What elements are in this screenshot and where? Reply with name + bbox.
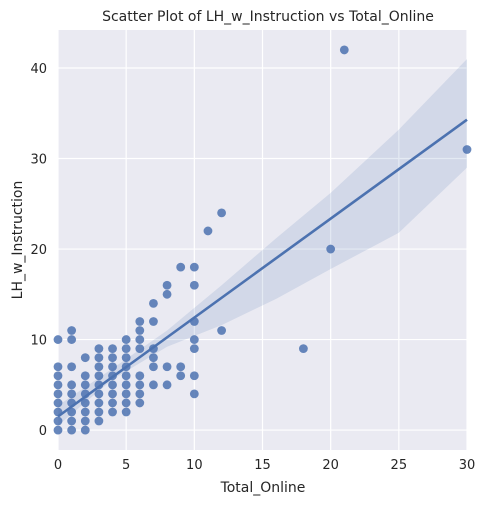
data-point [189, 262, 199, 272]
y-tick-label: 0 [39, 424, 47, 439]
data-point [94, 362, 104, 372]
data-point [80, 353, 90, 363]
data-point [53, 389, 63, 399]
data-point [108, 398, 117, 408]
data-point [108, 344, 117, 354]
data-point [108, 362, 117, 372]
data-point [94, 389, 104, 399]
data-point [135, 389, 145, 399]
data-point [149, 353, 158, 363]
data-point [299, 344, 308, 354]
data-point [135, 344, 145, 354]
data-point [189, 280, 199, 290]
data-point [135, 398, 145, 408]
x-tick-label: 0 [54, 458, 62, 473]
data-points [53, 45, 472, 435]
data-point [121, 407, 131, 417]
x-axis-label: Total_Online [220, 480, 306, 496]
data-point [67, 425, 77, 435]
data-point [462, 145, 472, 154]
data-point [326, 244, 336, 254]
y-tick-label: 10 [30, 334, 47, 349]
data-point [53, 335, 63, 344]
y-axis-label: LH_w_Instruction [10, 181, 26, 300]
x-tick-label: 5 [122, 458, 130, 473]
data-point [67, 326, 77, 335]
chart-title: Scatter Plot of LH_w_Instruction vs Tota… [102, 9, 434, 25]
data-point [80, 380, 90, 390]
data-point [80, 416, 90, 426]
y-tick-label: 20 [30, 243, 47, 258]
data-point [67, 416, 77, 426]
data-point [339, 45, 349, 55]
data-point [189, 335, 199, 344]
data-point [80, 371, 90, 381]
data-point [80, 425, 90, 435]
data-point [189, 389, 199, 399]
data-point [176, 262, 186, 272]
data-point [108, 389, 117, 399]
data-point [162, 380, 172, 390]
x-tick-label: 25 [391, 458, 408, 473]
data-point [135, 380, 145, 390]
data-point [135, 371, 145, 381]
data-point [121, 389, 131, 399]
data-point [53, 416, 63, 426]
data-point [53, 362, 63, 372]
data-point [94, 398, 104, 408]
data-point [94, 407, 104, 417]
x-tick-label: 20 [322, 458, 339, 473]
data-point [121, 335, 131, 344]
data-point [121, 380, 131, 390]
data-point [67, 389, 77, 399]
data-point [135, 335, 145, 344]
data-point [121, 371, 131, 381]
data-point [121, 398, 131, 408]
data-point [162, 280, 172, 290]
data-point [149, 298, 158, 308]
data-point [203, 226, 213, 236]
data-point [94, 353, 104, 363]
data-point [149, 380, 158, 390]
data-point [53, 398, 63, 408]
data-point [189, 371, 199, 381]
data-point [108, 353, 117, 363]
data-point [162, 289, 172, 299]
data-point [176, 371, 186, 381]
regression-line [57, 118, 468, 418]
data-point [80, 398, 90, 408]
data-point [80, 407, 90, 417]
y-tick-label: 40 [30, 62, 47, 77]
data-point [53, 425, 63, 435]
data-point [67, 335, 77, 344]
data-point [162, 362, 172, 372]
data-point [121, 344, 131, 354]
data-point [53, 371, 63, 381]
x-tick-label: 10 [186, 458, 203, 473]
data-point [189, 344, 199, 354]
data-point [108, 407, 117, 417]
data-point [94, 371, 104, 381]
data-point [135, 326, 145, 335]
y-tick-label: 30 [30, 153, 47, 168]
data-point [121, 353, 131, 363]
data-point [53, 380, 63, 390]
data-point [135, 317, 145, 326]
data-point [67, 362, 77, 372]
data-point [67, 380, 77, 390]
data-point [217, 326, 227, 335]
data-point [149, 362, 158, 372]
data-point [149, 317, 158, 326]
x-tick-label: 30 [459, 458, 476, 473]
data-point [176, 362, 186, 372]
x-tick-label: 15 [254, 458, 271, 473]
data-point [108, 380, 117, 390]
data-point [94, 344, 104, 354]
data-point [94, 416, 104, 426]
data-point [217, 208, 227, 218]
tick-labels: 0 5 10 15 20 25 30 0 10 20 30 40 [30, 62, 475, 473]
